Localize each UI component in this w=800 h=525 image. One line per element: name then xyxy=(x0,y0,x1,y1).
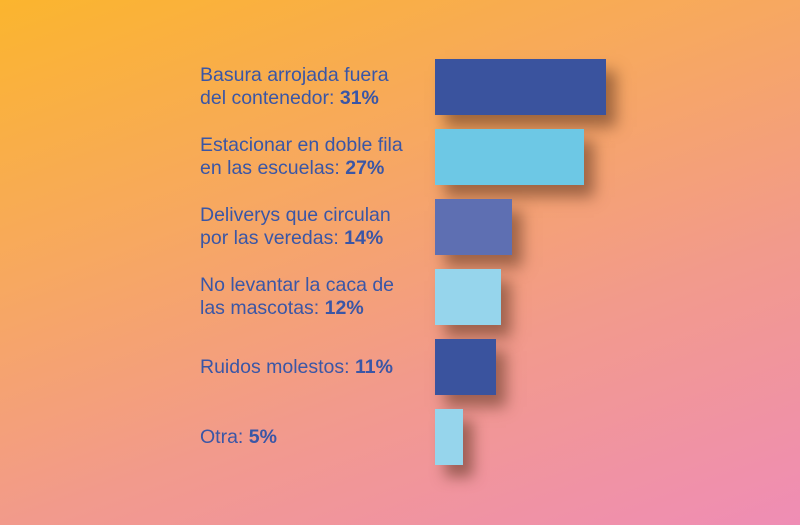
bar xyxy=(435,59,606,115)
bar-row: Basura arrojada fuera del contenedor: 31% xyxy=(0,59,800,115)
bar xyxy=(435,409,463,465)
bar-value-label: 31% xyxy=(339,87,379,109)
bar-label: Basura arrojada fuera del contenedor: 31% xyxy=(200,59,430,115)
bar-label: Ruidos molestos: 11% xyxy=(200,339,430,395)
bar-label-line2: Ruidos molestos: xyxy=(200,355,355,378)
bar-label: Otra: 5% xyxy=(200,409,430,465)
bar-label-line2: las mascotas: xyxy=(200,297,325,319)
bar xyxy=(435,199,512,255)
bar-label-line2: por las veredas: xyxy=(200,227,345,249)
bar xyxy=(435,339,496,395)
bar-row: Otra: 5% xyxy=(0,409,800,465)
bar xyxy=(435,129,584,185)
bar-label-line1: Basura arrojada fuera xyxy=(200,64,389,86)
bar-label: No levantar la caca de las mascotas: 12% xyxy=(200,269,430,325)
bar-value-label: 14% xyxy=(344,227,384,249)
bar-label-line1: No levantar la caca de xyxy=(200,274,395,296)
bar-label: Deliverys que circulan por las veredas: 1… xyxy=(200,199,430,255)
bar-label-line2: Otra: xyxy=(200,425,249,448)
bar-label-line1: Estacionar en doble fila xyxy=(200,134,403,156)
bar-row: Ruidos molestos: 11% xyxy=(0,339,800,395)
bar-row: Estacionar en doble fila en las escuelas:… xyxy=(0,129,800,185)
bar-label-line2: del contenedor: xyxy=(200,87,340,109)
bar-row: No levantar la caca de las mascotas: 12% xyxy=(0,269,800,325)
bar-label-line2: en las escuelas: xyxy=(200,157,346,179)
bar-value-label: 5% xyxy=(248,425,277,448)
bar-row: Deliverys que circulan por las veredas: 1… xyxy=(0,199,800,255)
bar-value-label: 27% xyxy=(345,157,385,179)
bar-label-line1: Deliverys que circulan xyxy=(200,204,391,226)
bar-value-label: 12% xyxy=(324,297,364,319)
bar-label: Estacionar en doble fila en las escuelas:… xyxy=(200,129,430,185)
bar-value-label: 11% xyxy=(354,355,393,378)
bar xyxy=(435,269,501,325)
